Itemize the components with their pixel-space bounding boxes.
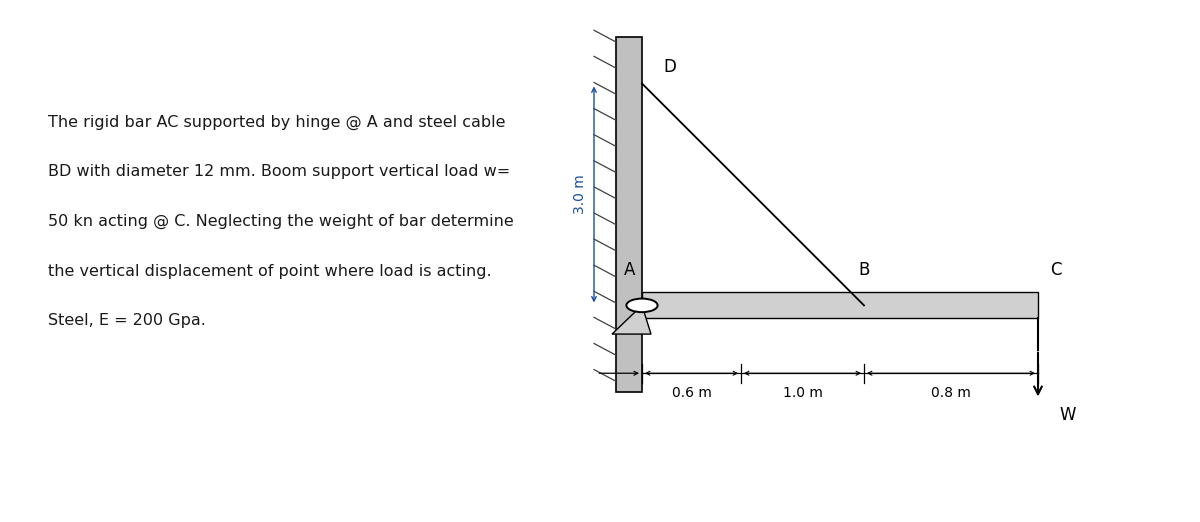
Circle shape	[626, 299, 658, 312]
Text: 0.6 m: 0.6 m	[672, 386, 712, 400]
Polygon shape	[612, 305, 650, 334]
Text: 1.0 m: 1.0 m	[782, 386, 822, 400]
Text: Steel, E = 200 Gpa.: Steel, E = 200 Gpa.	[48, 313, 206, 328]
Text: BD with diameter 12 mm. Boom support vertical load w=: BD with diameter 12 mm. Boom support ver…	[48, 164, 510, 180]
Text: C: C	[1050, 262, 1062, 279]
Text: 0.8 m: 0.8 m	[931, 386, 971, 400]
Text: D: D	[664, 58, 677, 76]
Text: B: B	[858, 262, 870, 279]
Bar	[642, 292, 1038, 318]
Text: 50 kn acting @ C. Neglecting the weight of bar determine: 50 kn acting @ C. Neglecting the weight …	[48, 214, 514, 229]
Text: the vertical displacement of point where load is acting.: the vertical displacement of point where…	[48, 264, 492, 279]
Bar	[616, 37, 642, 392]
Text: The rigid bar AC supported by hinge @ A and steel cable: The rigid bar AC supported by hinge @ A …	[48, 115, 505, 130]
Text: W: W	[1060, 406, 1076, 423]
Text: 3.0 m: 3.0 m	[572, 174, 587, 215]
Text: A: A	[624, 262, 636, 279]
